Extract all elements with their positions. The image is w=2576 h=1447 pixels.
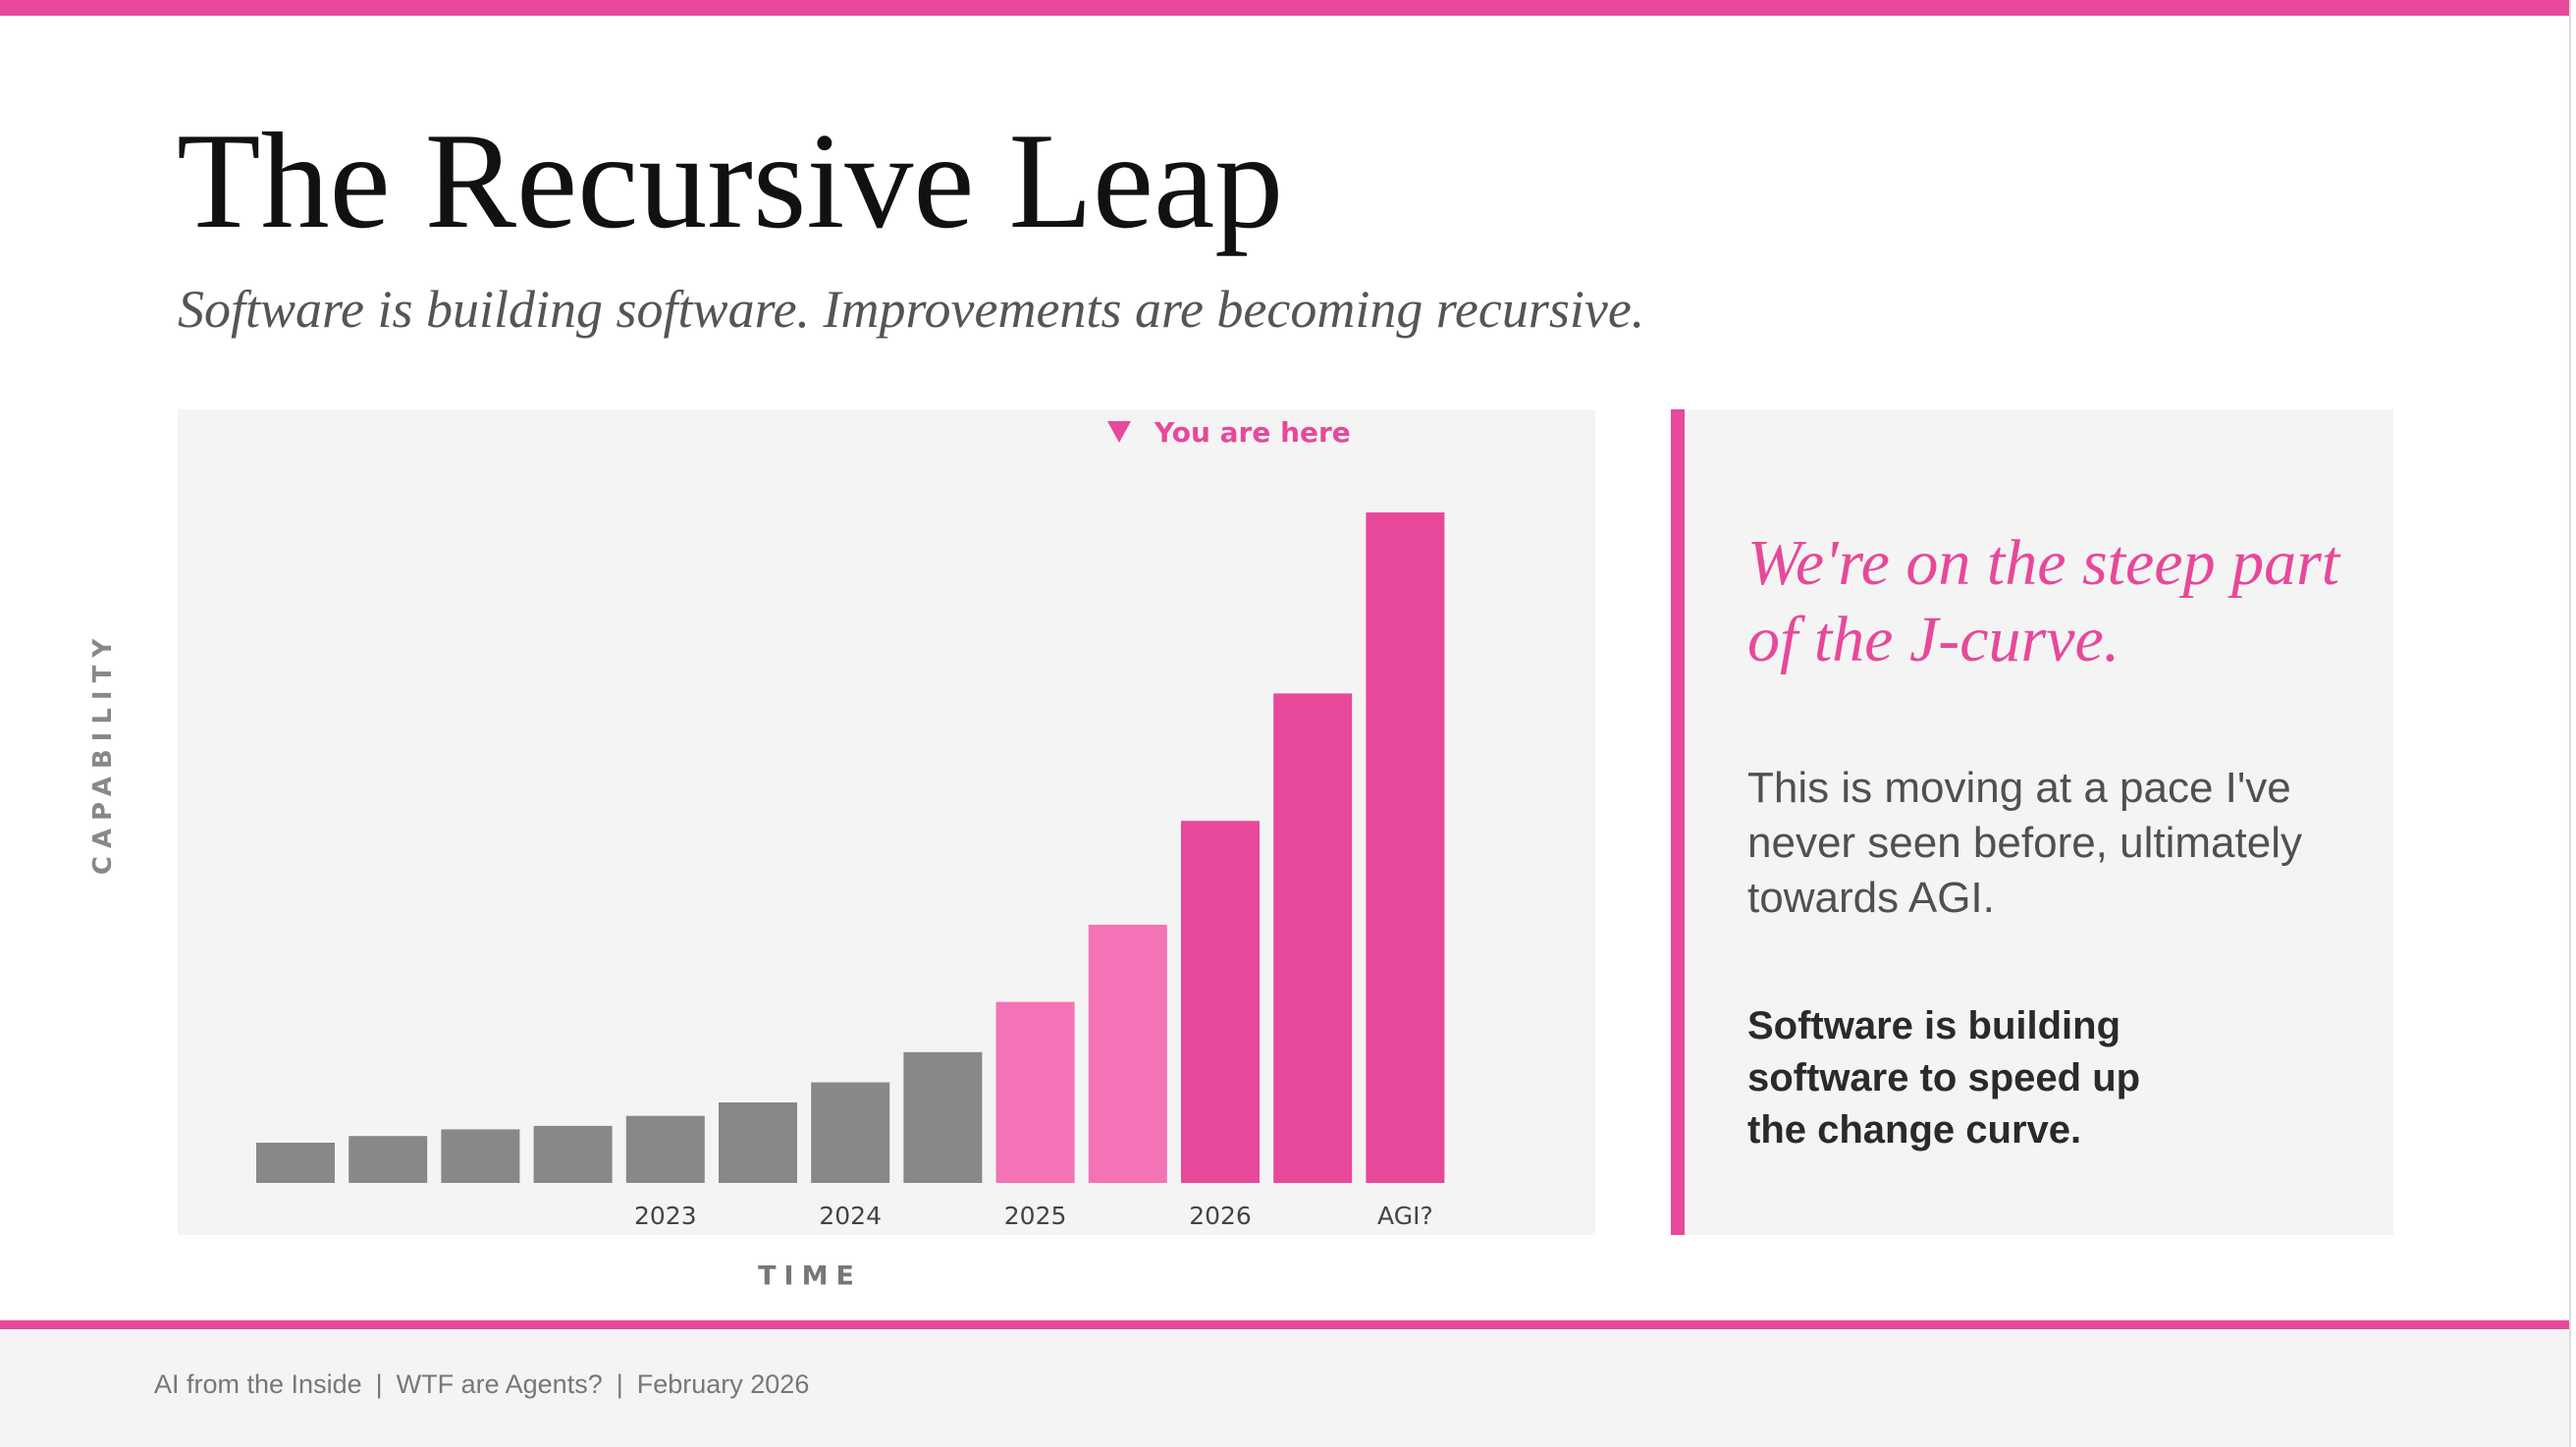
chart-bar bbox=[1181, 821, 1260, 1183]
triangle-down-icon bbox=[1107, 421, 1131, 443]
footer: AI from the Inside | WTF are Agents? | Febru… bbox=[0, 1329, 2569, 1447]
bar-chart: 2023 2024 2025 2026 AGI? bbox=[256, 512, 1445, 1230]
chart-bar bbox=[903, 1051, 983, 1183]
insight-panel: We're on the steep part of the J-curve. … bbox=[1671, 409, 2393, 1235]
x-tick-label: AGI? bbox=[1377, 1202, 1433, 1230]
top-accent-bar bbox=[0, 0, 2569, 16]
chart-bar bbox=[256, 1143, 335, 1183]
chart-bar bbox=[625, 1115, 705, 1183]
x-tick-label: 2025 bbox=[1004, 1202, 1067, 1230]
insight-heading: We're on the steep part of the J-curve. bbox=[1747, 527, 2340, 675]
footer-presenter: AI from the Inside bbox=[154, 1369, 362, 1399]
chart-bar bbox=[1273, 693, 1353, 1183]
chart-bar bbox=[719, 1102, 797, 1183]
chart-bar bbox=[995, 1001, 1075, 1183]
insight-emphasis: Software is building software to speed u… bbox=[1747, 1004, 2141, 1152]
chart-bar bbox=[811, 1082, 890, 1183]
x-tick-label: 2024 bbox=[819, 1202, 882, 1230]
slide-title: The Recursive Leap bbox=[177, 105, 1284, 257]
slide-right-edge bbox=[2569, 0, 2571, 1447]
chart-bar bbox=[441, 1129, 520, 1183]
footer-date: February 2026 bbox=[636, 1369, 810, 1399]
you-are-here-label: You are here bbox=[1154, 415, 1351, 449]
footer-talk-title: WTF are Agents? bbox=[396, 1369, 603, 1399]
x-tick-label: 2026 bbox=[1189, 1202, 1252, 1230]
chart-bar bbox=[1088, 925, 1167, 1183]
chart-bar bbox=[533, 1125, 613, 1183]
insight-body: This is moving at a pace I've never seen… bbox=[1747, 764, 2302, 922]
slide-subtitle: Software is building software. Improveme… bbox=[178, 280, 1645, 339]
x-axis-label: TIME bbox=[758, 1260, 862, 1292]
chart-bar bbox=[349, 1136, 428, 1183]
insight-accent-bar bbox=[1671, 409, 1685, 1235]
x-tick-label: 2023 bbox=[634, 1202, 697, 1230]
footer-text: AI from the Inside | WTF are Agents? | Febru… bbox=[154, 1369, 809, 1400]
footer-separator: | bbox=[616, 1369, 623, 1399]
footer-separator: | bbox=[375, 1369, 383, 1399]
chart-panel: 2023 2024 2025 2026 AGI? bbox=[178, 409, 1595, 1235]
footer-accent-line bbox=[0, 1320, 2569, 1329]
chart-bar bbox=[1366, 512, 1445, 1183]
y-axis-label: CAPABILITY bbox=[88, 630, 118, 876]
you-are-here-marker: You are here bbox=[1107, 414, 1351, 450]
